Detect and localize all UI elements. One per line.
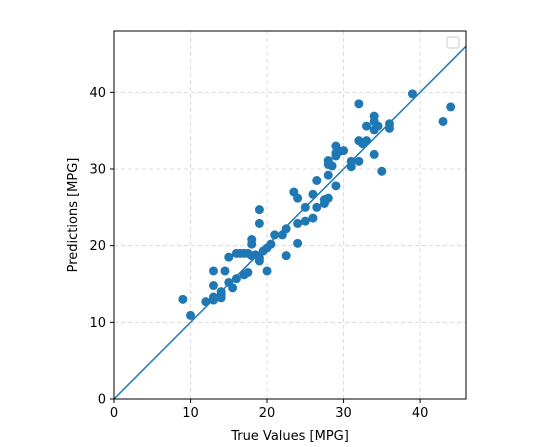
- data-point: [312, 202, 322, 212]
- x-axis: 0 10 20 30 40: [110, 399, 429, 421]
- data-point: [369, 149, 379, 159]
- data-point: [228, 283, 238, 293]
- data-point: [208, 295, 218, 305]
- data-point: [254, 205, 264, 215]
- data-point: [354, 156, 364, 166]
- x-tick-label: 20: [259, 406, 276, 421]
- plot-area-frame: [113, 30, 467, 400]
- data-point: [224, 252, 234, 262]
- y-axis-label: Predictions [MPG]: [66, 158, 81, 273]
- data-point: [254, 218, 264, 228]
- y-tick-label: 20: [89, 239, 106, 254]
- x-tick-label: 10: [182, 406, 199, 421]
- data-point: [308, 189, 318, 199]
- y-tick-label: 0: [98, 393, 106, 408]
- data-point: [300, 216, 310, 226]
- x-axis-label: True Values [MPG]: [230, 429, 349, 444]
- data-point: [270, 230, 280, 240]
- y-tick-label: 40: [89, 86, 106, 101]
- data-point: [231, 274, 241, 284]
- legend-box: [446, 36, 460, 49]
- data-point: [266, 239, 276, 249]
- x-tick-label: 30: [335, 406, 352, 421]
- data-point: [407, 89, 417, 99]
- data-point: [186, 310, 196, 320]
- data-point: [178, 294, 188, 304]
- data-point: [216, 290, 226, 300]
- data-point: [201, 297, 211, 307]
- x-tick-label: 0: [110, 406, 118, 421]
- data-point: [208, 266, 218, 276]
- data-point: [369, 111, 379, 121]
- y-tick-label: 10: [89, 316, 106, 331]
- data-point: [208, 281, 218, 291]
- data-point: [281, 224, 291, 234]
- data-point: [373, 121, 383, 131]
- data-point: [327, 161, 337, 171]
- data-point: [308, 213, 318, 223]
- reference-line: [113, 45, 467, 400]
- x-tick-label: 40: [412, 406, 429, 421]
- data-point: [339, 146, 349, 156]
- data-point: [384, 123, 394, 133]
- data-point: [220, 266, 230, 276]
- grid-lines: [113, 31, 466, 400]
- data-point: [377, 166, 387, 176]
- data-point: [323, 193, 333, 203]
- data-point: [354, 99, 364, 109]
- data-point: [281, 251, 291, 261]
- data-point: [254, 256, 264, 266]
- y-axis: 0 10 20 30 40: [89, 86, 114, 408]
- reference-line-layer: [113, 45, 467, 400]
- data-point: [323, 170, 333, 180]
- data-point: [247, 235, 257, 245]
- data-point: [362, 121, 372, 131]
- data-point: [293, 238, 303, 248]
- y-tick-label: 30: [89, 163, 106, 178]
- data-point: [243, 268, 253, 277]
- data-point: [300, 202, 310, 212]
- data-point: [446, 102, 456, 112]
- data-point: [312, 176, 322, 185]
- data-point: [293, 193, 303, 203]
- data-points: [178, 89, 456, 320]
- data-point: [346, 156, 356, 166]
- data-point: [293, 218, 303, 228]
- data-point: [438, 116, 448, 126]
- data-point: [331, 181, 341, 191]
- data-point: [262, 266, 272, 276]
- data-point: [362, 136, 372, 146]
